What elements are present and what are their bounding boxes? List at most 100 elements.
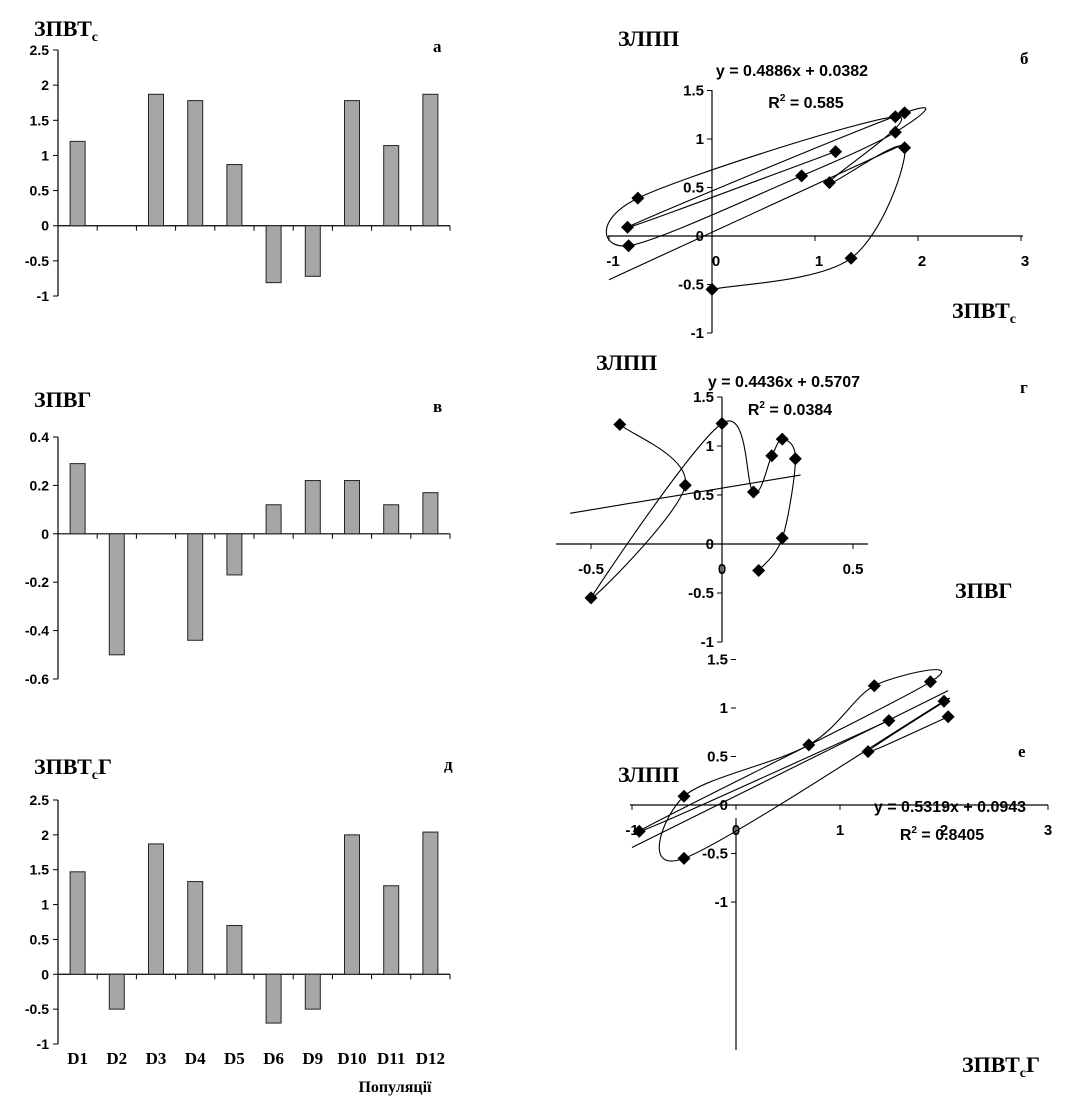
y-tick-label: -1 <box>37 288 50 304</box>
panel-letter: д <box>444 755 453 774</box>
trendline <box>569 474 801 514</box>
x-tick-label: 1 <box>815 253 823 270</box>
bar <box>148 843 164 975</box>
bar <box>226 164 243 227</box>
x-category-label: D4 <box>185 1049 206 1068</box>
y-tick-label: -0.5 <box>688 585 714 602</box>
data-point <box>775 432 789 446</box>
data-point <box>632 824 646 838</box>
y-tick-label: 0.4 <box>30 429 50 445</box>
y-tick-label: 1 <box>696 131 704 148</box>
r-squared-label: R2 = 0.0384 <box>748 400 832 419</box>
trendline <box>608 143 905 281</box>
trendline-equation: y = 0.5319x + 0.0943 <box>874 799 1026 816</box>
panel-letter: е <box>1018 742 1026 761</box>
y-tick-label: 0.5 <box>693 487 714 504</box>
y-tick-label: -0.5 <box>678 277 704 294</box>
bar <box>383 885 400 975</box>
bar <box>187 533 204 641</box>
data-point <box>829 145 843 159</box>
data-point <box>888 110 902 124</box>
bar <box>226 533 243 576</box>
x-tick-label: -1 <box>625 822 638 839</box>
data-point <box>678 478 692 492</box>
x-category-label: D12 <box>416 1049 445 1068</box>
x-category-label: D1 <box>67 1049 88 1068</box>
y-tick-label: -0.5 <box>25 1001 49 1017</box>
bar <box>422 492 439 535</box>
y-axis-title: ЗПВТс <box>34 16 98 45</box>
x-tick-label: 3 <box>1044 822 1052 839</box>
chart-panel-d: -0.5 0 0.5-1-0.500.511.5y = 0.4436x + 0.57… <box>556 350 1028 651</box>
x-category-label: D11 <box>377 1049 405 1068</box>
y-tick-label: 1 <box>706 438 714 455</box>
trendline <box>631 690 949 848</box>
bar <box>422 831 439 975</box>
data-point <box>584 591 598 605</box>
x-tick-label: 0.5 <box>843 561 864 578</box>
y-tick-label: 0.5 <box>707 749 728 766</box>
y-tick-label: 0.2 <box>30 477 50 493</box>
bar <box>344 834 360 975</box>
data-point <box>715 416 729 430</box>
x-axis-title: ЗПВТсГ <box>962 1052 1040 1081</box>
data-point <box>765 449 779 463</box>
y-tick-label: 1.5 <box>30 112 50 128</box>
data-point <box>677 851 691 865</box>
chart-panel-c: -0.6 -0.4 -0.2 0 0.2 0.4 ЗПВГ в <box>25 387 451 687</box>
y-axis-title: ЗЛПП <box>596 350 657 375</box>
data-point <box>822 176 836 190</box>
y-tick-label: 1.5 <box>693 389 714 406</box>
series-line <box>590 420 796 600</box>
data-point <box>898 106 912 120</box>
trendline-equation: y = 0.4886x + 0.0382 <box>716 63 868 80</box>
bar <box>69 140 86 227</box>
data-point <box>795 169 809 183</box>
x-category-label: D2 <box>106 1049 127 1068</box>
y-tick-label: -1 <box>701 634 714 651</box>
data-point <box>746 485 760 499</box>
y-axis-title: ЗЛПП <box>618 762 679 787</box>
bar <box>265 973 282 1024</box>
x-category-label: D6 <box>263 1049 284 1068</box>
series-line <box>638 669 950 862</box>
bar <box>69 871 86 975</box>
x-category-label: D9 <box>302 1049 323 1068</box>
y-tick-label: -0.6 <box>25 671 49 687</box>
bar <box>304 480 321 535</box>
x-tick-label: 2 <box>918 253 926 270</box>
trendline-equation: y = 0.4436x + 0.5707 <box>708 374 860 391</box>
chart-panel-b: -1 0 1 2 3 -1 -0.5 0 0.5 1 1.5 y = 0.4886x + 0.0382… <box>605 26 1029 342</box>
data-point <box>888 125 902 139</box>
bar <box>383 145 400 227</box>
x-category-label: D3 <box>146 1049 167 1068</box>
x-tick-label: 2 <box>940 822 948 839</box>
data-point <box>705 282 719 296</box>
data-point <box>677 789 691 803</box>
y-tick-label: 0.5 <box>30 931 50 947</box>
y-tick-label: -1 <box>715 894 728 911</box>
bar <box>226 924 243 975</box>
data-point <box>631 191 645 205</box>
x-category-label: D10 <box>337 1049 366 1068</box>
data-point <box>775 531 789 545</box>
bar <box>304 973 321 1010</box>
data-point <box>788 452 802 466</box>
data-point <box>622 239 636 253</box>
data-point <box>898 141 912 155</box>
panel-letter: г <box>1020 378 1028 397</box>
data-point <box>861 745 875 759</box>
x-category-label: D5 <box>224 1049 245 1068</box>
bar <box>187 881 204 975</box>
data-point <box>882 714 896 728</box>
x-axis-title: ЗПВГ <box>955 578 1012 603</box>
y-tick-label: 1.5 <box>683 83 704 100</box>
x-tick-label: 0 <box>718 561 726 578</box>
data-point <box>621 220 635 234</box>
y-tick-label: -0.4 <box>25 623 49 639</box>
y-tick-label: 0 <box>41 526 49 542</box>
bar <box>265 225 282 284</box>
y-tick-label: 0 <box>696 228 704 245</box>
r-squared-label: R2 = 0.585 <box>768 93 844 112</box>
chart-panel-f: -1 0 1 2 3-1-0.500.511.5y = 0.5319x + 0.0943… <box>618 652 1052 1082</box>
